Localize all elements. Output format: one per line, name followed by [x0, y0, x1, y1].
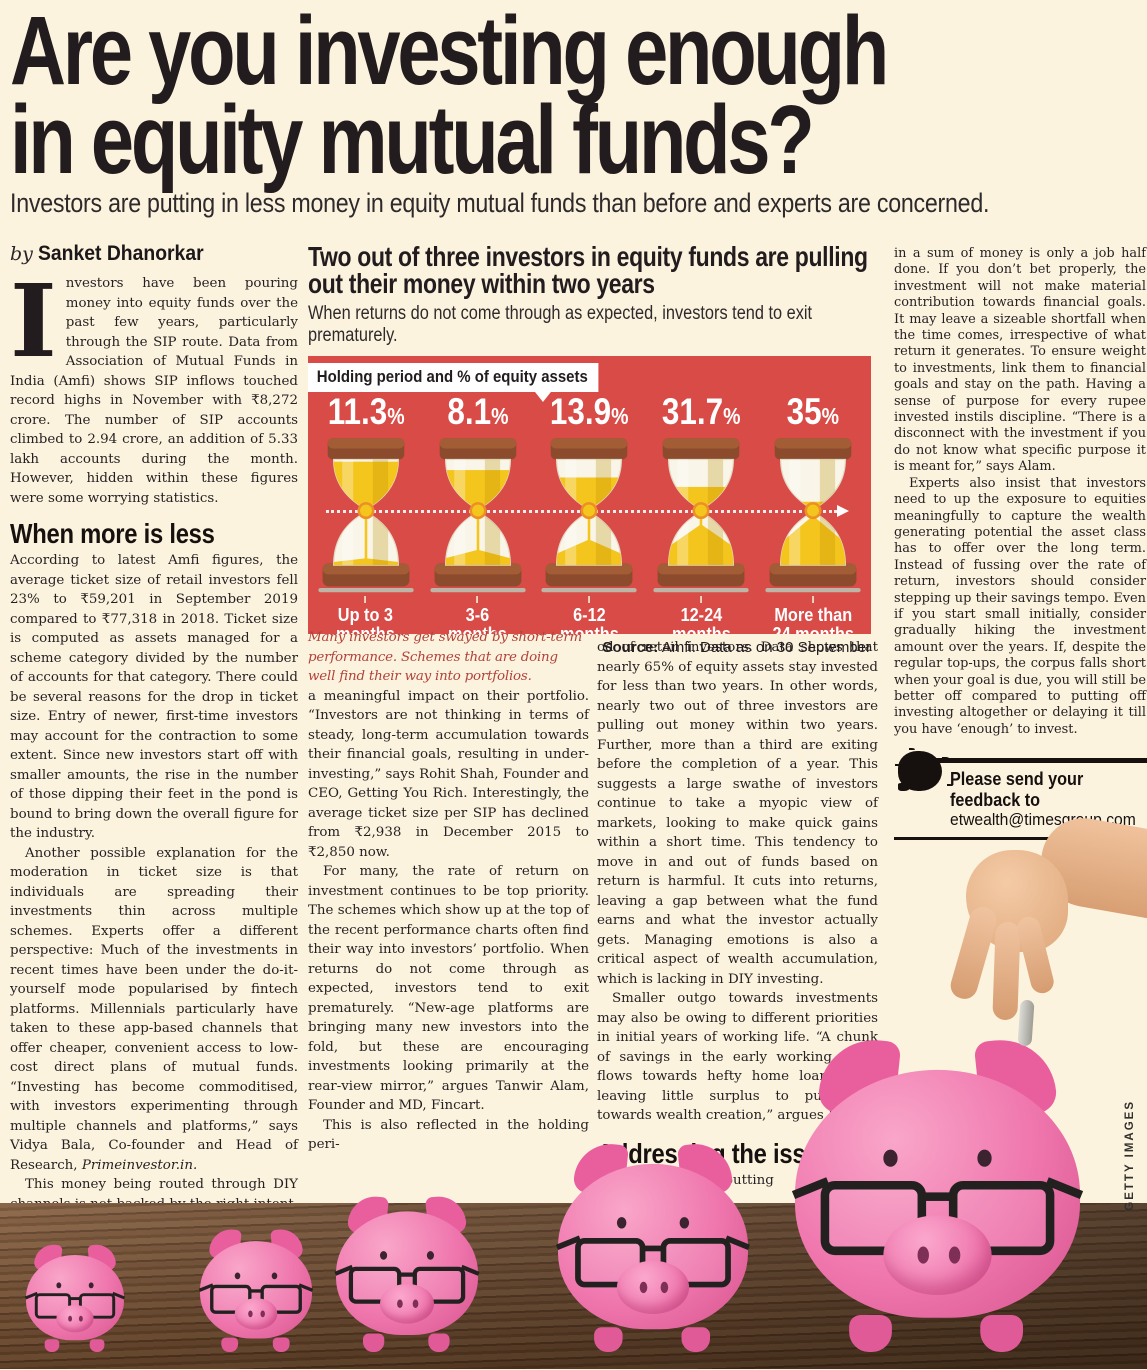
- body-paragraph: Another possible explanation for the mod…: [10, 844, 298, 1176]
- chart-column-12-24-months: 31.7% 12-24 months: [645, 390, 757, 634]
- piggy-eye: [56, 1282, 62, 1289]
- body-paragraph: This is also reflected in the holding pe…: [308, 1117, 589, 1153]
- piggy-bank-1: [26, 1242, 124, 1352]
- chart-column-3-6-months: 8.1% 3-6 months: [422, 390, 534, 634]
- piggy-eye: [616, 1217, 627, 1229]
- publication-name: Primeinvestor.in.: [81, 1157, 198, 1173]
- piggy-bank-4: [558, 1140, 748, 1352]
- piggy-leg: [89, 1339, 105, 1352]
- piggy-leg: [44, 1339, 60, 1352]
- value-label: 8.1%: [447, 390, 509, 432]
- hourglass-icon: [653, 434, 749, 594]
- piggy-snout: [616, 1260, 690, 1314]
- piggy-bank-5: [795, 1034, 1080, 1352]
- headline-line-2: in equity mutual funds?: [10, 85, 815, 195]
- body-paragraph: od of retail investors. Data shows that …: [597, 640, 878, 987]
- value-label: 35%: [786, 390, 840, 432]
- piggy-leg: [594, 1327, 623, 1352]
- piggy-bank-2: [200, 1227, 312, 1352]
- piggy-snout: [883, 1215, 992, 1295]
- chart-column-up-to-3-months: 11.3% Up to 3 months: [310, 390, 422, 634]
- headline-line-1: Are you investing enough: [10, 0, 889, 105]
- body-paragraph: According to latest Amfi figures, the av…: [10, 553, 298, 841]
- category-label: Up to 3 months: [336, 596, 395, 634]
- photo-credit: GETTY IMAGES: [1124, 1100, 1136, 1211]
- chart-columns: 11.3% Up to 3 months 8.1% 3-6 months 13.…: [310, 390, 869, 634]
- feedback-rule-bottom: [894, 837, 1147, 840]
- body-paragraph: For many, the rate of return on investme…: [308, 864, 589, 1113]
- body-paragraph: in a sum of money is only a job half don…: [894, 246, 1146, 475]
- chart-title: Two out of three investors in equity fun…: [308, 241, 868, 300]
- category-label: More than 24 months: [772, 596, 853, 634]
- hourglass-icon: [430, 434, 526, 594]
- section-heading-when-more-is-less: When more is less: [10, 518, 215, 549]
- piggy-eye: [426, 1251, 434, 1260]
- piggy-bank-3: [336, 1193, 478, 1352]
- chart-subtitle: When returns do not come through as expe…: [308, 302, 813, 346]
- byline: by Sanket Dhanorkar: [10, 241, 222, 266]
- piggy-eye: [380, 1251, 388, 1260]
- piggy-leg: [272, 1337, 290, 1352]
- value-label: 31.7%: [661, 390, 741, 432]
- article-deck: Investors are putting in less money in e…: [10, 188, 990, 218]
- byline-author: Sanket Dhanorkar: [38, 241, 204, 265]
- glasses-icon: [210, 1284, 302, 1314]
- body-paragraph: a meaningful impact on their portfolio. …: [308, 688, 589, 860]
- category-label: 3-6 months: [448, 596, 507, 634]
- chart-column-6-12-months: 13.9% 6-12 months: [534, 390, 646, 634]
- value-label: 11.3%: [327, 390, 405, 432]
- column-2: Many investors get swayed by short-term …: [308, 628, 589, 1155]
- paragraph-text: nvestors have been pouring money into eq…: [10, 276, 298, 506]
- piggy-eye: [271, 1272, 278, 1280]
- feedback-text: Please send your feedback to: [950, 769, 1084, 810]
- piggy-leg: [221, 1337, 239, 1352]
- page-title: Are you investing enough in equity mutua…: [10, 0, 1034, 195]
- category-label: 12-24 months: [672, 596, 731, 634]
- piggy-eye: [883, 1149, 898, 1167]
- hourglass-icon: [765, 434, 861, 594]
- glasses-icon: [348, 1266, 466, 1304]
- value-label: 13.9%: [550, 390, 629, 432]
- source-note: Source: Amfi. Data as on 30 September: [602, 638, 871, 656]
- finger: [947, 904, 1000, 1002]
- hourglass-icon: [541, 434, 638, 594]
- pull-quote: Many investors get swayed by short-term …: [308, 630, 583, 684]
- finger: [992, 921, 1021, 1021]
- piggy-snout: [380, 1283, 434, 1324]
- piggy-leg: [681, 1327, 710, 1352]
- piggy-leg: [980, 1314, 1023, 1352]
- piggy-snout: [234, 1298, 278, 1330]
- byline-prefix: by: [10, 243, 33, 265]
- piggy-leg: [428, 1333, 450, 1352]
- hourglass-icon: [318, 434, 414, 594]
- piggy-eye: [977, 1149, 992, 1167]
- chart-tag: Holding period and % of equity assets: [308, 362, 599, 402]
- column-3: od of retail investors. Data shows that …: [597, 638, 878, 1190]
- ink-blob-icon: [898, 751, 942, 791]
- category-label: 6-12 months: [560, 596, 619, 634]
- piggy-eye: [88, 1282, 94, 1289]
- column-4: in a sum of money is only a job half don…: [894, 246, 1146, 738]
- piggy-eye: [234, 1272, 241, 1280]
- body-paragraph: Experts also insist that investors need …: [894, 475, 1146, 737]
- piggy-eye: [679, 1217, 690, 1229]
- drop-cap: I: [10, 262, 57, 380]
- piggy-snout: [56, 1304, 94, 1333]
- paragraph-text: Another possible explanation for the mod…: [10, 845, 298, 1173]
- holding-period-chart: Two out of three investors in equity fun…: [308, 243, 871, 656]
- chart-panel: 11.3% Up to 3 months 8.1% 3-6 months 13.…: [308, 355, 871, 634]
- feedback-rule-top: [924, 758, 1147, 763]
- body-paragraph: Smaller outgo towards investments may al…: [597, 991, 878, 1123]
- chart-column-more-than-24-months: 35% More than 24 months: [757, 390, 869, 634]
- piggy-leg: [849, 1314, 892, 1352]
- piggy-leg: [362, 1333, 385, 1352]
